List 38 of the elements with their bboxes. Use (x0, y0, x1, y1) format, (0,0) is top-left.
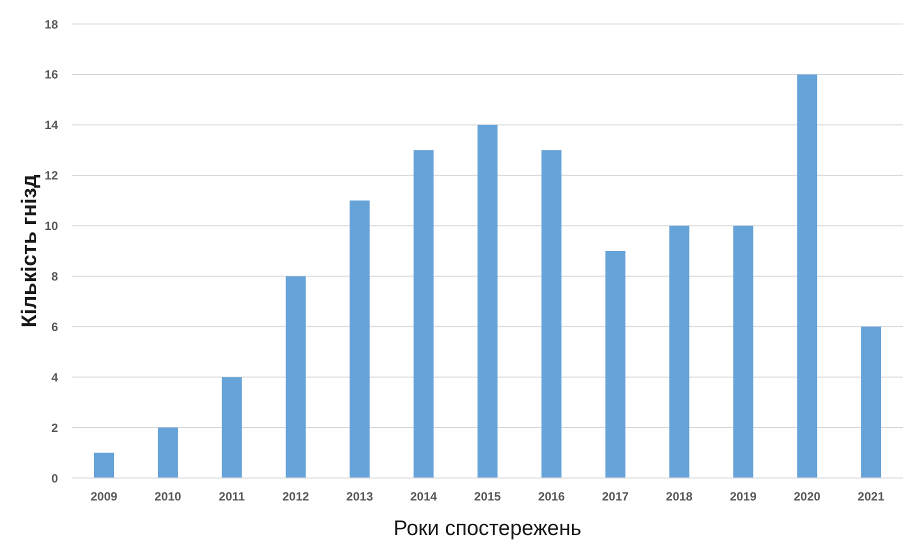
bar (541, 150, 562, 478)
x-tick-label: 2016 (538, 490, 566, 504)
x-tick-label: 2011 (218, 490, 246, 504)
y-tick-label: 0 (51, 471, 58, 486)
y-tick-label: 14 (44, 118, 58, 132)
bar (286, 276, 306, 478)
bar (158, 428, 178, 478)
bar (797, 74, 818, 478)
x-tick-label: 2014 (410, 490, 438, 504)
x-tick-label: 2019 (730, 490, 757, 504)
y-tick-label: 18 (44, 17, 58, 32)
bar (669, 226, 690, 478)
x-tick-label: 2015 (474, 490, 502, 504)
x-tick-label: 2018 (666, 490, 693, 504)
y-tick-label: 12 (44, 168, 58, 183)
x-tick-label: 2020 (794, 490, 821, 504)
bar (478, 124, 498, 478)
x-axis-title: Роки спостережень (393, 517, 582, 540)
x-tick-label: 2012 (282, 490, 310, 504)
y-tick-label: 10 (44, 219, 58, 234)
y-tick-label: 8 (51, 269, 58, 284)
x-tick-label: 2021 (858, 490, 885, 504)
y-tick-label: 4 (51, 370, 58, 384)
bar (605, 251, 626, 478)
x-tick-label: 2013 (346, 490, 374, 504)
bar (733, 226, 754, 478)
bar (94, 452, 114, 478)
x-tick-label: 2010 (154, 490, 182, 504)
x-tick-label: 2009 (90, 490, 118, 504)
bar (861, 326, 882, 478)
bar (350, 200, 370, 478)
y-tick-label: 2 (51, 420, 58, 435)
y-axis-title: Кількість гнізд (18, 174, 41, 328)
y-tick-label: 6 (51, 320, 58, 334)
bar (222, 377, 242, 478)
x-tick-label: 2017 (602, 490, 630, 504)
bar (414, 150, 434, 478)
y-tick-label: 16 (44, 68, 58, 82)
